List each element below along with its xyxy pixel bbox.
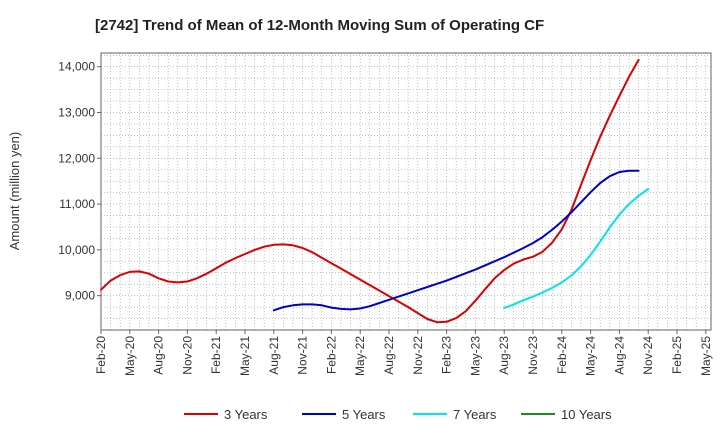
x-tick-label: Nov-20 bbox=[180, 336, 194, 375]
y-tick-label: 14,000 bbox=[58, 60, 95, 74]
x-tick-label: Aug-20 bbox=[152, 336, 166, 375]
x-tick-label: Nov-23 bbox=[526, 336, 540, 375]
x-tick-label: May-20 bbox=[123, 336, 137, 376]
x-tick-label: Feb-24 bbox=[555, 336, 569, 374]
x-tick-label: May-21 bbox=[238, 336, 252, 376]
x-tick-label: Feb-22 bbox=[324, 336, 338, 374]
legend: 3 Years 5 Years 7 Years 10 Years bbox=[184, 407, 612, 422]
y-axis-label: Amount (million yen) bbox=[7, 132, 22, 251]
legend-label-7-years: 7 Years bbox=[453, 407, 497, 422]
legend-label-5-years: 5 Years bbox=[342, 407, 386, 422]
x-tick-label: May-25 bbox=[699, 336, 713, 376]
series-line-7-years bbox=[503, 188, 650, 309]
x-tick-label: Nov-21 bbox=[296, 336, 310, 375]
x-tick-label: Feb-20 bbox=[94, 336, 108, 374]
x-tick-label: May-23 bbox=[468, 336, 482, 376]
x-tick-label: Feb-21 bbox=[209, 336, 223, 374]
x-tick-label: Aug-21 bbox=[267, 336, 281, 375]
series-layer bbox=[100, 58, 650, 324]
y-tick-label: 13,000 bbox=[58, 106, 95, 120]
x-tick-label: Aug-22 bbox=[382, 336, 396, 375]
y-tick-label: 10,000 bbox=[58, 243, 95, 257]
x-tick-label: Feb-25 bbox=[670, 336, 684, 374]
x-tick-label: May-22 bbox=[353, 336, 367, 376]
x-tick-label: Nov-22 bbox=[411, 336, 425, 375]
plot-frame bbox=[100, 52, 712, 331]
legend-label-3-years: 3 Years bbox=[224, 407, 268, 422]
x-tick-label: Feb-23 bbox=[440, 336, 454, 374]
x-tick-label: Nov-24 bbox=[641, 336, 655, 375]
series-line-3-years bbox=[100, 58, 640, 324]
y-tick-label: 12,000 bbox=[58, 151, 95, 165]
x-tick-label: May-24 bbox=[584, 336, 598, 376]
series-line-5-years bbox=[272, 169, 640, 312]
y-tick-label: 9,000 bbox=[65, 289, 95, 303]
x-tick-label: Aug-23 bbox=[497, 336, 511, 375]
x-axis: Feb-20 May-20 Aug-20 Nov-20 Feb-21 May-21 Aug-… bbox=[94, 330, 713, 376]
y-tick-label: 11,000 bbox=[59, 197, 95, 211]
grid bbox=[101, 53, 711, 330]
chart-title: [2742] Trend of Mean of 12-Month Moving … bbox=[95, 17, 544, 34]
y-axis: 9,000 10,000 11,000 12,000 13,000 14,000 bbox=[58, 60, 101, 303]
legend-label-10-years: 10 Years bbox=[561, 407, 612, 422]
x-tick-label: Aug-24 bbox=[612, 336, 626, 375]
